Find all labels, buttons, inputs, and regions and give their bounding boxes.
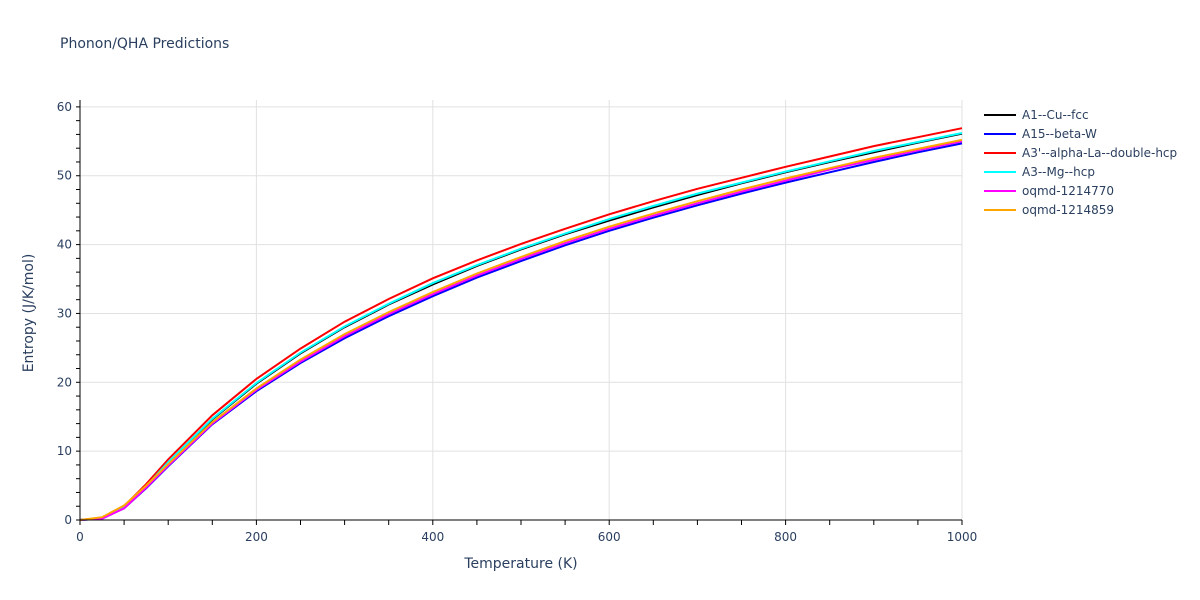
legend-label: A15--beta-W — [1022, 126, 1097, 141]
legend-label: A1--Cu--fcc — [1022, 107, 1089, 122]
series-line-5 — [79, 138, 963, 521]
series-line-1 — [79, 142, 963, 521]
y-tick-label: 0 — [64, 513, 72, 527]
legend-line-icon — [984, 208, 1016, 211]
y-axis-title: Entropy (J/K/mol) — [21, 254, 37, 373]
axes: 0 200 400 600 800 1000 0 10 20 30 40 50 60 — [57, 100, 978, 544]
legend-line-icon — [984, 189, 1016, 192]
x-tick-label: 0 — [76, 530, 84, 544]
x-tick-label: 400 — [421, 530, 444, 544]
series-line-0 — [79, 132, 963, 521]
legend-label: oqmd-1214770 — [1022, 183, 1115, 198]
legend-label: A3'--alpha-La--double-hcp — [1022, 145, 1178, 160]
legend-line-icon — [984, 170, 1016, 173]
legend-label: oqmd-1214859 — [1022, 202, 1115, 217]
y-tick-label: 50 — [57, 169, 72, 183]
series-line-2 — [79, 127, 963, 521]
y-tick-label: 10 — [57, 444, 72, 458]
legend-item[interactable]: A3--Mg--hcp — [984, 162, 1177, 181]
series-lines — [79, 127, 963, 521]
y-tick-label: 20 — [57, 375, 72, 389]
x-tick-label: 1000 — [947, 530, 978, 544]
legend-label: A3--Mg--hcp — [1022, 164, 1095, 179]
legend-item[interactable]: oqmd-1214859 — [984, 200, 1177, 219]
series-line-4 — [79, 140, 963, 521]
y-tick-label: 60 — [57, 100, 72, 114]
x-tick-label: 800 — [774, 530, 797, 544]
legend-item[interactable]: A3'--alpha-La--double-hcp — [984, 143, 1177, 162]
x-axis-title: Temperature (K) — [463, 556, 577, 572]
legend-item[interactable]: A1--Cu--fcc — [984, 105, 1177, 124]
legend-item[interactable]: A15--beta-W — [984, 124, 1177, 143]
legend-item[interactable]: oqmd-1214770 — [984, 181, 1177, 200]
legend-line-icon — [984, 151, 1016, 154]
y-tick-label: 30 — [57, 306, 72, 320]
y-tick-label: 40 — [57, 238, 72, 252]
legend-line-icon — [984, 132, 1016, 135]
legend: A1--Cu--fcc A15--beta-W A3'--alpha-La--dou… — [984, 105, 1177, 219]
x-tick-label: 600 — [598, 530, 621, 544]
series-line-3 — [79, 132, 963, 521]
chart-title: Phonon/QHA Predictions — [60, 36, 230, 52]
legend-line-icon — [984, 113, 1016, 116]
x-tick-label: 200 — [245, 530, 268, 544]
